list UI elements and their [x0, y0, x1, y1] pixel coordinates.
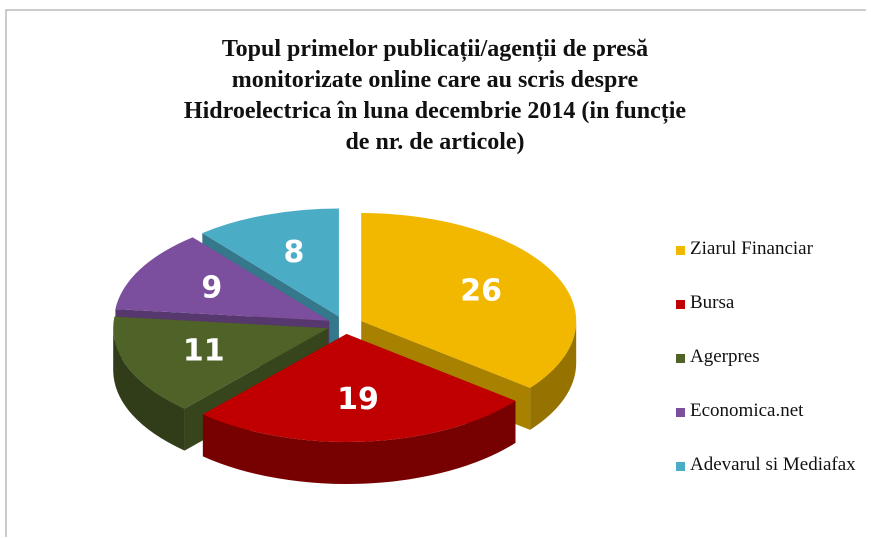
slice-side: [113, 328, 185, 451]
legend-swatch: [676, 462, 685, 471]
chart-title: Topul primelor publicații/agenții de pre…: [183, 36, 687, 155]
data-label: 11: [183, 334, 225, 369]
legend-swatch: [676, 408, 685, 417]
legend-item: Bursa: [676, 292, 861, 314]
legend-item: Ziarul Financiar: [676, 238, 861, 260]
slice-side: [202, 400, 516, 485]
legend-label: Bursa: [690, 292, 735, 313]
legend-label: Economica.net: [690, 400, 804, 421]
slice-top: [202, 208, 339, 317]
legend-swatch: [676, 354, 685, 363]
data-label: 9: [201, 270, 222, 305]
legend-label: Adevarul si Mediafax: [690, 454, 856, 475]
slice-top: [115, 237, 330, 321]
legend: Ziarul Financiar Bursa Agerpres Economica.n…: [676, 238, 861, 508]
legend-swatch: [676, 246, 685, 255]
pie-slice: [202, 334, 516, 485]
slice-side: [530, 321, 577, 430]
legend-label: Ziarul Financiar: [690, 238, 813, 259]
slice-top: [361, 213, 577, 388]
legend-item: Adevarul si Mediafax: [676, 454, 861, 476]
legend-swatch: [676, 300, 685, 309]
slice-top: [202, 334, 516, 443]
legend-label: Agerpres: [690, 346, 760, 367]
slice-top: [113, 316, 329, 409]
data-label: 19: [337, 382, 379, 417]
data-label: 8: [283, 235, 304, 270]
frame: [5, 9, 866, 537]
legend-item: Agerpres: [676, 346, 861, 368]
data-label: 26: [460, 273, 502, 308]
legend-item: Economica.net: [676, 400, 861, 422]
